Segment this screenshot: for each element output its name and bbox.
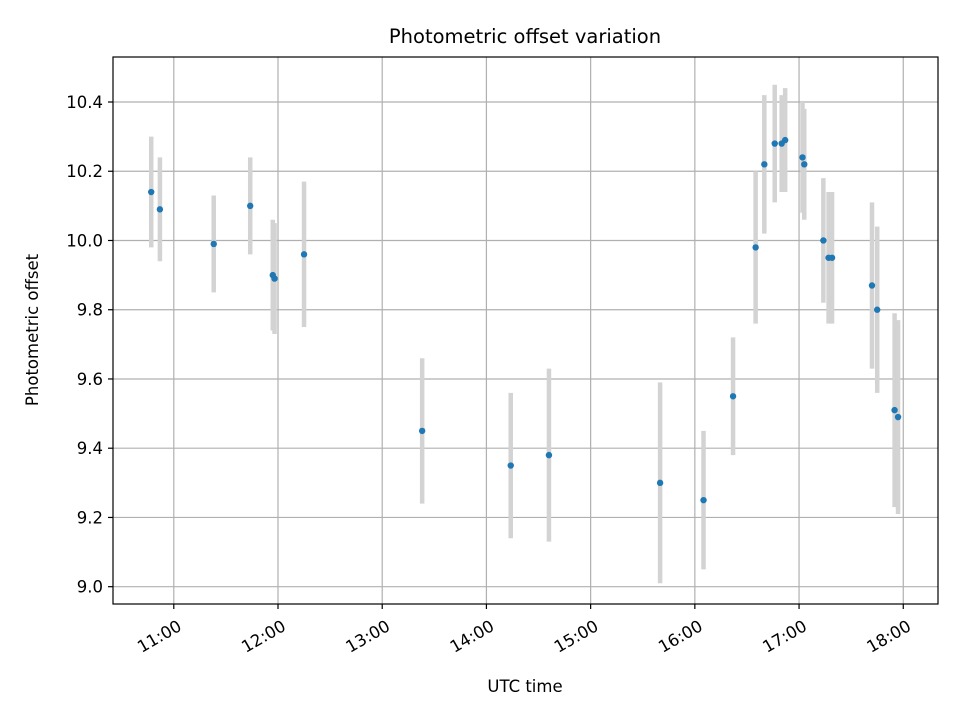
data-point: [148, 188, 155, 196]
data-point: [545, 451, 553, 459]
data-point: [300, 251, 308, 258]
data-point: [874, 306, 881, 313]
data-point: [507, 462, 514, 469]
y-tick-label: 9.2: [77, 508, 103, 527]
y-tick-label: 10.0: [66, 231, 103, 250]
data-point: [828, 254, 836, 261]
data-point: [801, 161, 808, 168]
plot-frame: [112, 56, 939, 605]
data-point: [729, 393, 737, 400]
data-points: [148, 136, 902, 504]
data-point: [820, 237, 827, 244]
y-tick-label: 9.6: [77, 370, 103, 389]
data-point: [894, 413, 902, 421]
data-point: [761, 161, 768, 168]
chart-title: Photometric offset variation: [389, 25, 661, 48]
data-point: [271, 275, 278, 282]
data-point: [868, 282, 876, 289]
grid-lines: [113, 57, 938, 604]
y-axis-label: Photometric offset: [23, 253, 42, 406]
data-point: [771, 140, 778, 147]
data-point: [891, 406, 898, 414]
y-tick-label: 10.4: [66, 93, 103, 112]
y-axis-ticks: 9.0 9.2 9.4 9.6 9.8 10.0 10.2 10.4: [66, 93, 113, 597]
x-axis-label: UTC time: [487, 677, 562, 696]
data-point: [247, 202, 254, 210]
data-point: [418, 427, 426, 435]
y-tick-label: 9.0: [77, 578, 103, 597]
data-point: [210, 240, 217, 248]
data-point: [156, 206, 164, 213]
data-point: [781, 136, 789, 144]
y-tick-label: 9.4: [77, 439, 103, 458]
y-tick-label: 10.2: [66, 162, 103, 181]
data-point: [700, 496, 707, 504]
y-tick-label: 9.8: [77, 301, 103, 320]
data-point: [656, 479, 664, 487]
data-point: [799, 154, 806, 161]
data-point: [752, 244, 759, 251]
